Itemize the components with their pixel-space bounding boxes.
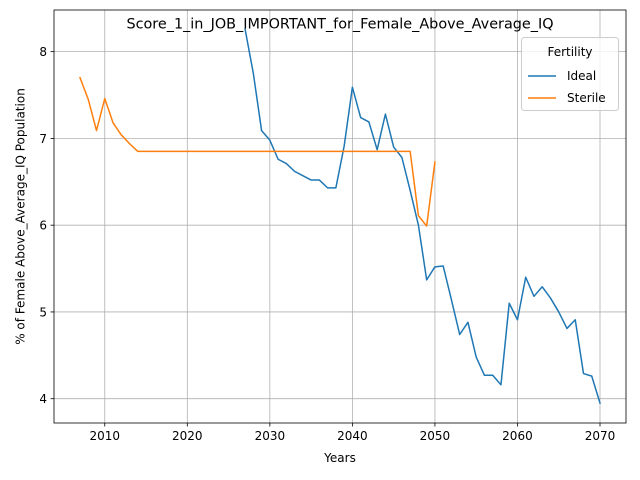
y-tick-label: 5 [39,305,47,319]
axis-ticks: 2010 2020 2030 2040 2050 2060 2070 4 5 6 7 8 [39,45,615,443]
x-axis-label: Years [323,451,356,465]
grid-lines [54,10,626,423]
legend-frame [521,37,619,111]
y-tick-label: 4 [39,392,47,406]
y-tick-label: 6 [39,219,47,233]
y-axis-label: % of Female Above_Average_IQ Population [14,88,28,345]
x-tick-label: 2010 [89,429,120,443]
legend: Fertility Ideal Sterile [521,37,619,111]
y-tick-label: 8 [39,45,47,59]
legend-label-sterile: Sterile [567,91,606,105]
y-tick-label: 7 [39,132,47,146]
plot-frame [53,9,627,424]
series-lines [79,28,601,404]
x-tick-label: 2060 [502,429,533,443]
chart-title: Score_1_in_JOB_IMPORTANT_for_Female_Abov… [126,17,553,33]
series-line-sterile [79,76,436,227]
x-tick-label: 2020 [172,429,203,443]
x-tick-label: 2070 [585,429,616,443]
x-tick-label: 2050 [420,429,451,443]
legend-label-ideal: Ideal [567,69,596,83]
x-tick-label: 2030 [255,429,286,443]
x-tick-label: 2040 [337,429,368,443]
series-line-ideal [244,28,601,404]
legend-title: Fertility [547,45,592,59]
